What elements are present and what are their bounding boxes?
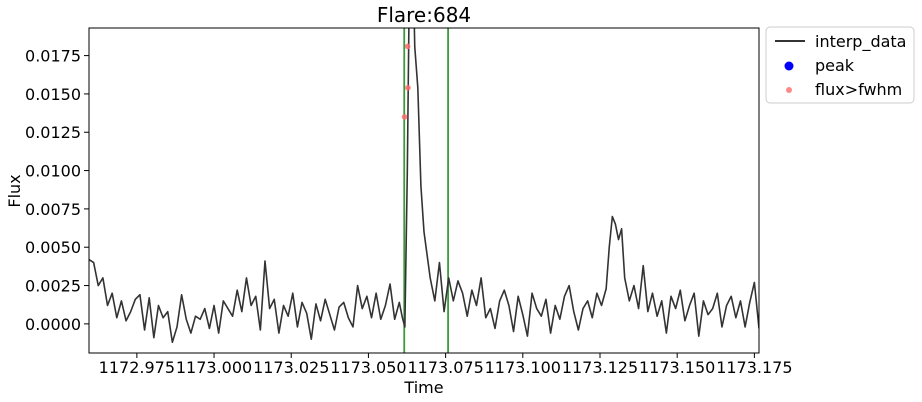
series-interp-data-line [89, 28, 759, 344]
x-tick-label: 1173.000 [176, 358, 252, 377]
y-tick-label: 0.0125 [25, 123, 81, 142]
y-tick-label: 0.0100 [25, 162, 81, 181]
x-tick-label: 1173.100 [485, 358, 561, 377]
legend-fwhm-swatch [786, 87, 792, 93]
x-tick-label: 1173.050 [330, 358, 406, 377]
x-tick-label: 1173.175 [716, 358, 792, 377]
x-tick-label: 1173.150 [639, 358, 715, 377]
plot-layer [89, 28, 759, 353]
x-tick-label: 1173.075 [407, 358, 483, 377]
x-tick-label: 1173.025 [253, 358, 329, 377]
fwhm-point [401, 114, 408, 120]
legend-frame [765, 26, 915, 104]
y-tick-label: 0.0050 [25, 238, 81, 257]
y-tick-label: 0.0000 [25, 315, 81, 334]
y-tick-label: 0.0025 [25, 277, 81, 296]
y-tick-label: 0.0075 [25, 200, 81, 219]
y-tick-label: 0.0175 [25, 47, 81, 66]
fwhm-point [405, 84, 411, 91]
legend-peak-swatch [784, 61, 794, 71]
y-tick-label: 0.0150 [25, 85, 81, 104]
legend-label-flux-fwhm: flux>fwhm [815, 80, 902, 99]
legend: interp_data peak flux>fwhm [765, 26, 915, 104]
x-tick-label: 1173.125 [562, 358, 638, 377]
plot-area [89, 28, 759, 353]
x-tick-label: 1172.975 [99, 358, 175, 377]
plot-frame [88, 27, 760, 354]
chart-title: Flare:684 [377, 3, 471, 27]
y-axis-label: Flux [5, 174, 24, 207]
x-axis-label: Time [403, 378, 443, 397]
fwhm-point [404, 43, 411, 50]
legend-label-peak: peak [815, 56, 855, 75]
axes-layer: 1172.975 1173.000 1173.025 1173.050 1173.075… [25, 27, 793, 377]
legend-label-interp-data: interp_data [815, 32, 906, 52]
